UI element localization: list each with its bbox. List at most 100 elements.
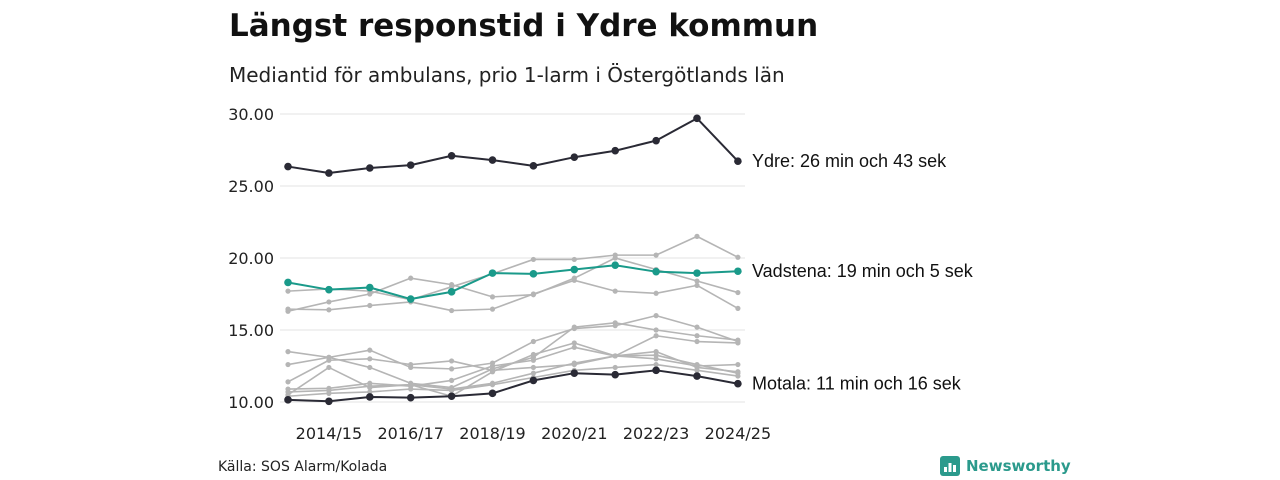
context-series-point bbox=[489, 363, 496, 369]
context-series-point bbox=[653, 361, 659, 368]
y-tick-label: 25.00 bbox=[228, 177, 274, 196]
context-series-point bbox=[653, 252, 659, 258]
series-motala-point bbox=[366, 393, 374, 401]
series-vadstena-end-label: Vadstena: 19 min och 5 sek bbox=[752, 261, 974, 281]
series-ydre-point bbox=[611, 146, 619, 155]
context-series-line bbox=[287, 346, 738, 390]
series-ydre-point bbox=[529, 162, 538, 170]
series-motala-point bbox=[652, 366, 660, 375]
x-tick-label: 2020/21 bbox=[541, 424, 607, 443]
series-motala-end-label: Motala: 11 min och 16 sek bbox=[752, 374, 962, 394]
series-motala-point bbox=[447, 392, 456, 401]
context-series-point bbox=[449, 377, 455, 383]
series-vadstena-point bbox=[406, 295, 415, 303]
context-series-point bbox=[735, 340, 741, 346]
context-series-point bbox=[530, 370, 537, 376]
series-vadstena-point bbox=[734, 267, 742, 276]
context-series-point bbox=[735, 289, 741, 296]
series-vadstena-point bbox=[366, 283, 374, 292]
context-series-point bbox=[612, 252, 618, 258]
gridlines bbox=[280, 113, 745, 403]
context-series-point bbox=[489, 367, 496, 373]
series-ydre-end-label: Ydre: 26 min och 43 sek bbox=[752, 151, 947, 171]
context-series-point bbox=[489, 382, 496, 388]
series-vadstena-point bbox=[284, 278, 292, 287]
context-series-point bbox=[326, 364, 332, 371]
series-vadstena-point bbox=[652, 267, 660, 276]
context-series-point bbox=[530, 256, 537, 263]
context-series-point bbox=[367, 356, 373, 362]
context-series-point bbox=[489, 306, 496, 312]
context-series-point bbox=[612, 353, 618, 359]
context-series-point bbox=[530, 338, 537, 345]
context-series-point bbox=[694, 233, 700, 239]
series-vadstena-point bbox=[611, 261, 619, 270]
series-ydre-point bbox=[652, 136, 660, 145]
context-series-point bbox=[612, 364, 618, 371]
x-axis: 2014/15 2016/17 2018/19 2020/21 2022/23 2024/… bbox=[296, 424, 771, 443]
context-series-point bbox=[571, 360, 577, 366]
context-series-point bbox=[735, 373, 741, 379]
y-tick-label: 30.00 bbox=[228, 105, 274, 124]
context-series-point bbox=[367, 347, 373, 353]
context-series-point bbox=[530, 364, 537, 371]
context-series-point bbox=[530, 357, 537, 363]
context-series-line bbox=[287, 279, 739, 312]
context-series-point bbox=[735, 361, 741, 368]
context-series-point bbox=[449, 366, 455, 372]
context-series-point bbox=[694, 367, 700, 373]
source-note: Källa: SOS Alarm/Kolada bbox=[218, 459, 388, 475]
context-series-point bbox=[449, 358, 455, 364]
context-series-point bbox=[694, 338, 700, 345]
context-series-point bbox=[571, 344, 577, 350]
context-series-point bbox=[285, 306, 291, 312]
context-series-line bbox=[287, 314, 739, 370]
context-series-point bbox=[653, 333, 659, 339]
context-series-point bbox=[285, 379, 291, 385]
series-motala-point bbox=[325, 397, 333, 406]
context-series-point bbox=[571, 340, 577, 346]
context-series-point bbox=[735, 254, 741, 260]
y-tick-label: 10.00 bbox=[228, 393, 274, 412]
x-tick-label: 2018/19 bbox=[459, 424, 525, 443]
context-series-point bbox=[653, 356, 659, 362]
context-series-point bbox=[367, 364, 373, 371]
context-series-line bbox=[287, 354, 739, 393]
y-tick-label: 15.00 bbox=[228, 321, 274, 340]
series-ydre-point bbox=[488, 156, 497, 164]
context-series-point bbox=[449, 284, 455, 290]
series-ydre-line bbox=[287, 117, 739, 175]
y-axis: 10.00 15.00 20.00 25.00 30.00 bbox=[228, 105, 274, 412]
context-series-line bbox=[287, 355, 738, 383]
context-series-point bbox=[694, 278, 700, 284]
context-series-point bbox=[326, 357, 332, 363]
series-ydre-point bbox=[734, 157, 742, 166]
context-series-point bbox=[449, 387, 455, 394]
series-motala-point bbox=[693, 372, 701, 380]
context-series-point bbox=[653, 349, 659, 355]
context-series-point bbox=[653, 290, 659, 296]
series-motala-point bbox=[611, 370, 619, 379]
context-series-point bbox=[694, 361, 700, 368]
series-ydre-point bbox=[284, 162, 292, 171]
series-vadstena-line bbox=[287, 264, 738, 301]
context-series-point bbox=[408, 275, 414, 281]
context-series-point bbox=[694, 333, 700, 339]
context-series-point bbox=[367, 383, 373, 389]
highlighted-series bbox=[284, 114, 742, 406]
series-motala-point bbox=[284, 396, 292, 404]
series-vadstena-point bbox=[529, 270, 538, 278]
x-tick-label: 2016/17 bbox=[377, 424, 443, 443]
context-series-point bbox=[326, 390, 332, 396]
series-motala-point bbox=[570, 369, 579, 378]
chart-title: Längst responstid i Ydre kommun bbox=[229, 8, 819, 44]
series-ydre-point bbox=[325, 169, 333, 177]
context-series-point bbox=[612, 323, 618, 329]
series-vadstena-point bbox=[325, 285, 333, 294]
context-series-point bbox=[694, 282, 700, 288]
series-ydre-point bbox=[693, 114, 701, 123]
context-series-point bbox=[694, 324, 700, 330]
brand-logo: Newsworthy bbox=[940, 456, 1071, 476]
series-ydre-point bbox=[570, 153, 579, 161]
